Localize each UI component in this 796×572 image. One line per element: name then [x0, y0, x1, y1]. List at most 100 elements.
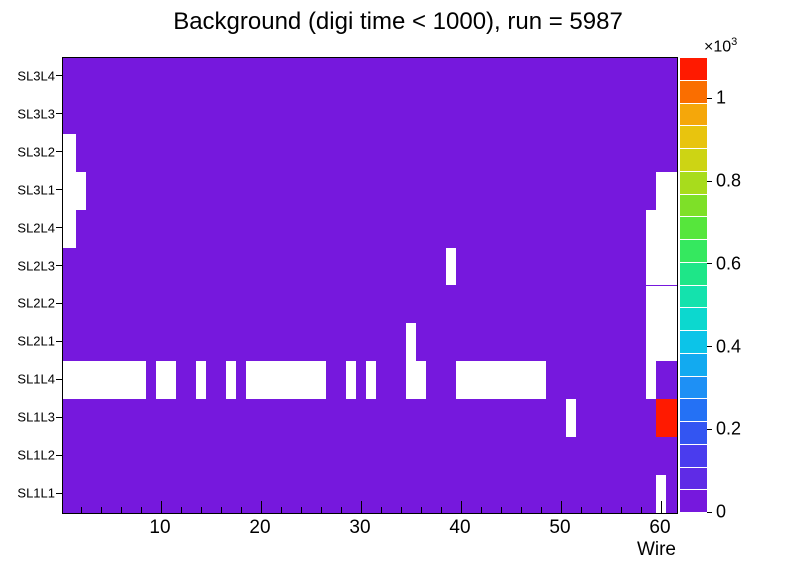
colorbar-band: [680, 58, 707, 80]
empty-bin: [86, 361, 96, 400]
empty-bin: [646, 285, 656, 324]
row-label: SL2L4: [17, 220, 55, 236]
x-axis-minor-tick: [481, 507, 482, 513]
empty-bin: [406, 323, 416, 362]
colorbar-band: [680, 376, 707, 399]
colorbar-band: [680, 353, 707, 376]
row-label: SL3L3: [17, 106, 55, 122]
colorbar-tick-label: 0: [716, 501, 727, 522]
empty-bin: [516, 361, 526, 400]
x-axis-minor-tick: [421, 507, 422, 513]
colorbar-tick-label: 0.8: [716, 170, 742, 191]
empty-bin: [476, 361, 486, 400]
empty-bin: [646, 209, 656, 248]
x-axis-minor-tick: [401, 507, 402, 513]
colorbar-tick: [707, 180, 712, 182]
x-axis-tick-label: 10: [149, 517, 171, 538]
empty-bin: [296, 361, 306, 400]
empty-bin: [456, 361, 466, 400]
x-axis-minor-tick: [121, 507, 122, 513]
empty-bin: [196, 361, 206, 400]
x-axis-tick-label: 20: [249, 517, 271, 538]
empty-bin: [566, 399, 576, 438]
empty-bin: [63, 171, 76, 210]
colorbar-band: [680, 444, 707, 467]
colorbar-band: [680, 171, 707, 194]
row-label: SL1L2: [17, 447, 55, 463]
colorbar-tick-label: 0.6: [716, 253, 742, 274]
colorbar-band: [680, 126, 707, 148]
empty-bin: [126, 361, 136, 400]
x-axis-minor-tick: [321, 507, 322, 513]
x-axis-minor-tick: [101, 507, 102, 513]
colorbar-band: [680, 422, 707, 444]
y-axis-tick: [56, 113, 62, 115]
empty-bin: [666, 323, 677, 362]
chart-title: Background (digi time < 1000), run = 598…: [173, 8, 623, 35]
empty-bin: [416, 361, 426, 400]
empty-bin: [266, 361, 276, 400]
empty-bin: [496, 361, 506, 400]
empty-bin: [276, 361, 286, 400]
row-label: SL1L1: [17, 485, 55, 501]
empty-bin: [76, 171, 86, 210]
row-label: SL3L4: [17, 68, 55, 84]
empty-bin: [666, 285, 677, 324]
empty-bin: [306, 361, 316, 400]
colorbar-tick-label: 0.2: [716, 418, 742, 439]
empty-bin: [63, 209, 76, 248]
empty-bin: [656, 209, 666, 248]
x-axis-major-tick: [361, 501, 362, 513]
empty-bin: [106, 361, 116, 400]
colorbar-scale-label: ×103: [704, 36, 737, 56]
empty-bin: [666, 209, 677, 248]
empty-bin: [116, 361, 126, 400]
x-axis-major-tick: [661, 501, 662, 513]
y-axis-tick: [56, 416, 62, 418]
empty-bin: [646, 323, 656, 362]
colorbar-band: [680, 217, 707, 239]
empty-bin: [466, 361, 476, 400]
row-label: SL2L1: [17, 333, 55, 349]
empty-bin: [136, 361, 146, 400]
empty-bin: [366, 361, 376, 400]
colorbar-scale-exponent: 3: [731, 36, 738, 48]
colorbar-tick: [707, 428, 712, 430]
empty-bin: [76, 361, 86, 400]
colorbar-tick: [707, 511, 712, 513]
empty-bin: [666, 247, 677, 286]
colorbar-band: [680, 80, 707, 103]
empty-bin: [646, 247, 656, 286]
empty-bin: [656, 475, 666, 513]
empty-bin: [506, 361, 516, 400]
empty-bin: [406, 361, 416, 400]
x-axis-minor-tick: [501, 507, 502, 513]
y-axis-tick: [56, 302, 62, 304]
empty-bin: [656, 171, 666, 210]
x-axis-tick-label: 30: [349, 517, 371, 538]
colorbar-scale-base: ×10: [704, 38, 732, 56]
y-axis-tick: [56, 454, 62, 456]
colorbar-band: [680, 490, 707, 512]
empty-bin: [316, 361, 326, 400]
x-axis-minor-tick: [641, 507, 642, 513]
colorbar-band: [680, 308, 707, 330]
y-axis-tick: [56, 492, 62, 494]
colorbar-band: [680, 399, 707, 421]
colorbar-tick-label: 0.4: [716, 336, 742, 357]
row-label: SL3L1: [17, 182, 55, 198]
row-label: SL3L2: [17, 144, 55, 160]
empty-bin: [63, 133, 76, 172]
empty-bin: [656, 285, 666, 324]
x-axis-minor-tick: [521, 507, 522, 513]
heatmap-plot-area: [63, 58, 677, 513]
hot-bin: [666, 399, 677, 438]
x-axis-minor-tick: [301, 507, 302, 513]
x-axis-minor-tick: [541, 507, 542, 513]
empty-bin: [246, 361, 256, 400]
y-axis-tick: [56, 227, 62, 229]
x-axis-minor-tick: [81, 507, 82, 513]
empty-bin: [156, 361, 166, 400]
row-label: SL2L3: [17, 258, 55, 274]
empty-bin: [256, 361, 266, 400]
